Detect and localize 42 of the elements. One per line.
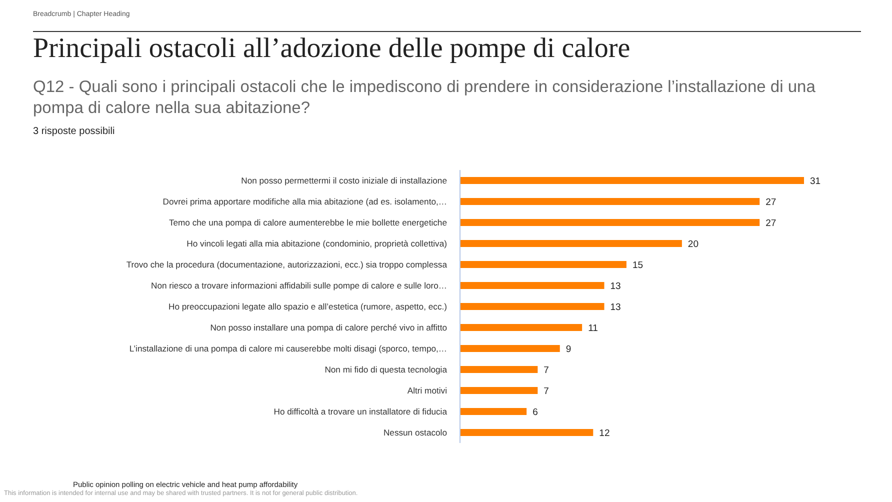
data-label: 9 xyxy=(566,344,572,355)
y-tick-label: Ho preoccupazioni legate allo spazio e all’estetica (rumore, aspetto, ecc.) xyxy=(168,302,448,312)
y-tick-label: Non mi fido di questa tecnologia xyxy=(324,364,448,374)
y-tick-label: Temo che una pompa di calore aumenterebbe le mie bollette energetiche xyxy=(168,218,448,228)
data-label: 11 xyxy=(588,322,598,334)
y-tick-label: Dovrei prima apportare modifiche alla mia abitazione (ad es. isolamento,… xyxy=(162,196,447,206)
y-tick-label: Nessun ostacolo xyxy=(383,428,448,438)
bar xyxy=(460,198,760,205)
bar xyxy=(460,303,604,310)
bar xyxy=(460,261,626,268)
data-label: 31 xyxy=(810,176,821,187)
bar xyxy=(460,282,604,289)
bar xyxy=(460,177,804,184)
data-label: 7 xyxy=(544,364,549,376)
bar xyxy=(460,240,682,247)
bar xyxy=(460,345,560,352)
y-tick-label: L’installazione di una pompa di calore mi causerebbe molti disagi (sporco, tempo,… xyxy=(129,344,447,354)
data-label: 15 xyxy=(632,260,644,271)
data-label: 20 xyxy=(688,238,699,250)
y-tick-label: Ho vincoli legati alla mia abitazione (condominio, proprietà collettiva) xyxy=(186,238,448,248)
bar xyxy=(460,366,538,373)
data-label: 13 xyxy=(610,280,621,292)
data-label: 7 xyxy=(544,386,549,397)
data-label: 27 xyxy=(766,196,776,208)
bar xyxy=(460,387,538,394)
y-tick-label: Non posso installare una pompa di calore perché vivo in affitto xyxy=(210,322,448,332)
y-tick-label: Trovo che la procedura (documentazione, autorizzazioni, ecc.) sia troppo complessa xyxy=(126,260,448,270)
bar xyxy=(460,324,582,331)
y-tick-label: Non riesco a trovare informazioni affidabili sulle pompe di calore e sulle loro… xyxy=(151,280,447,290)
chart-subtitle: Q12 - Quali sono i principali ostacoli che le impediscono di prendere in considerazione l’installazione di una pompa di calore nella sua abitazione? xyxy=(33,77,816,119)
data-label: 13 xyxy=(610,302,621,313)
data-label: 27 xyxy=(766,218,776,229)
bar xyxy=(460,219,760,226)
y-tick-label: Ho difficoltà a trovare un installatore di fiducia xyxy=(274,406,448,416)
text: 3 risposte possibili xyxy=(33,126,115,137)
y-tick-label: Non posso permettermi il costo iniziale di installazione xyxy=(241,176,448,186)
y-tick-label: Altri motivi xyxy=(407,386,448,396)
data-label: 6 xyxy=(532,406,538,418)
bar xyxy=(460,429,594,436)
bar xyxy=(460,408,527,415)
data-label: 12 xyxy=(599,428,610,439)
chart-title: Principali ostacoli all’adozione delle pompe di calore xyxy=(33,33,630,65)
